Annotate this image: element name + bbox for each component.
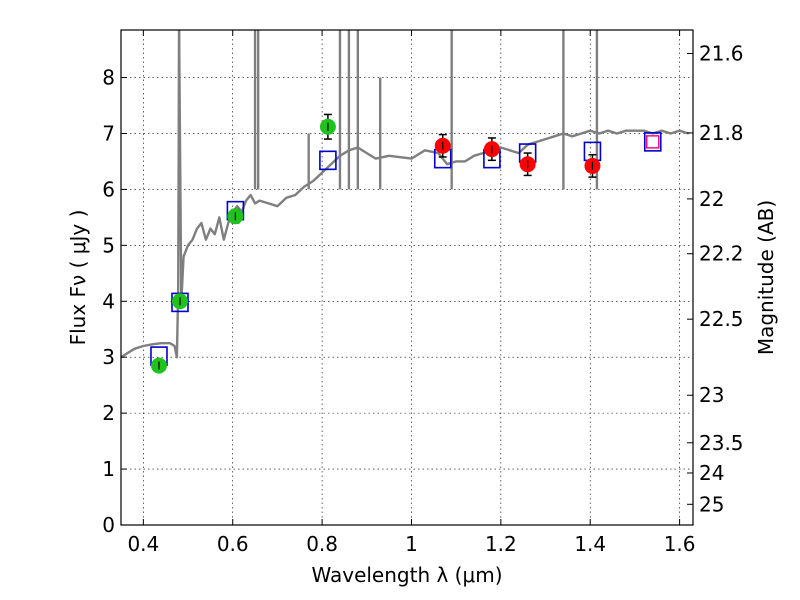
y-tick-label: 0 xyxy=(102,513,115,537)
x-tick-label: 1.2 xyxy=(485,532,517,556)
plot-frame xyxy=(120,29,694,526)
x-tick-label: 0.4 xyxy=(127,532,159,556)
y-tick-label: 2 xyxy=(102,401,115,425)
right-tick-label: 21.6 xyxy=(699,41,744,65)
right-tick-label: 21.8 xyxy=(699,121,744,145)
upper-band-square xyxy=(646,135,660,149)
x-tick-label: 0.8 xyxy=(306,532,338,556)
y-tick-label: 1 xyxy=(102,457,115,481)
y-tick-label: 5 xyxy=(102,233,115,257)
right-tick-label: 22.2 xyxy=(699,242,744,266)
x-tick-label: 0.6 xyxy=(217,532,249,556)
x-axis-title: Wavelength λ (μm) xyxy=(311,563,502,587)
right-tick-label: 24 xyxy=(699,461,724,485)
right-tick-label: 22 xyxy=(699,187,724,211)
right-tick-label: 23 xyxy=(699,383,724,407)
right-tick-label: 22.5 xyxy=(699,307,744,331)
model-flux-square xyxy=(319,150,337,171)
right-tick-label: 23.5 xyxy=(699,431,744,455)
y-tick-label: 4 xyxy=(102,289,115,313)
y-tick-label: 8 xyxy=(102,66,115,90)
x-tick-label: 1.4 xyxy=(574,532,606,556)
model-flux-square xyxy=(643,132,662,152)
plot-data xyxy=(121,30,689,374)
grid xyxy=(121,30,693,525)
x-tick-label: 1.6 xyxy=(664,532,696,556)
axis-ticks: 0.4 0.6 0.8 1 1.2 1.4 1.601234567821.621.82222… xyxy=(102,30,744,556)
x-tick-label: 1 xyxy=(405,532,418,556)
model-spectrum-line xyxy=(121,30,689,359)
y-tick-label: 3 xyxy=(102,345,115,369)
right-axis-title: Magnitude (AB) xyxy=(754,200,778,355)
y-tick-label: 6 xyxy=(102,177,115,201)
right-tick-label: 25 xyxy=(699,492,724,516)
y-axis-title: Flux Fν ( μJy ) xyxy=(66,210,90,346)
y-tick-label: 7 xyxy=(102,121,115,145)
